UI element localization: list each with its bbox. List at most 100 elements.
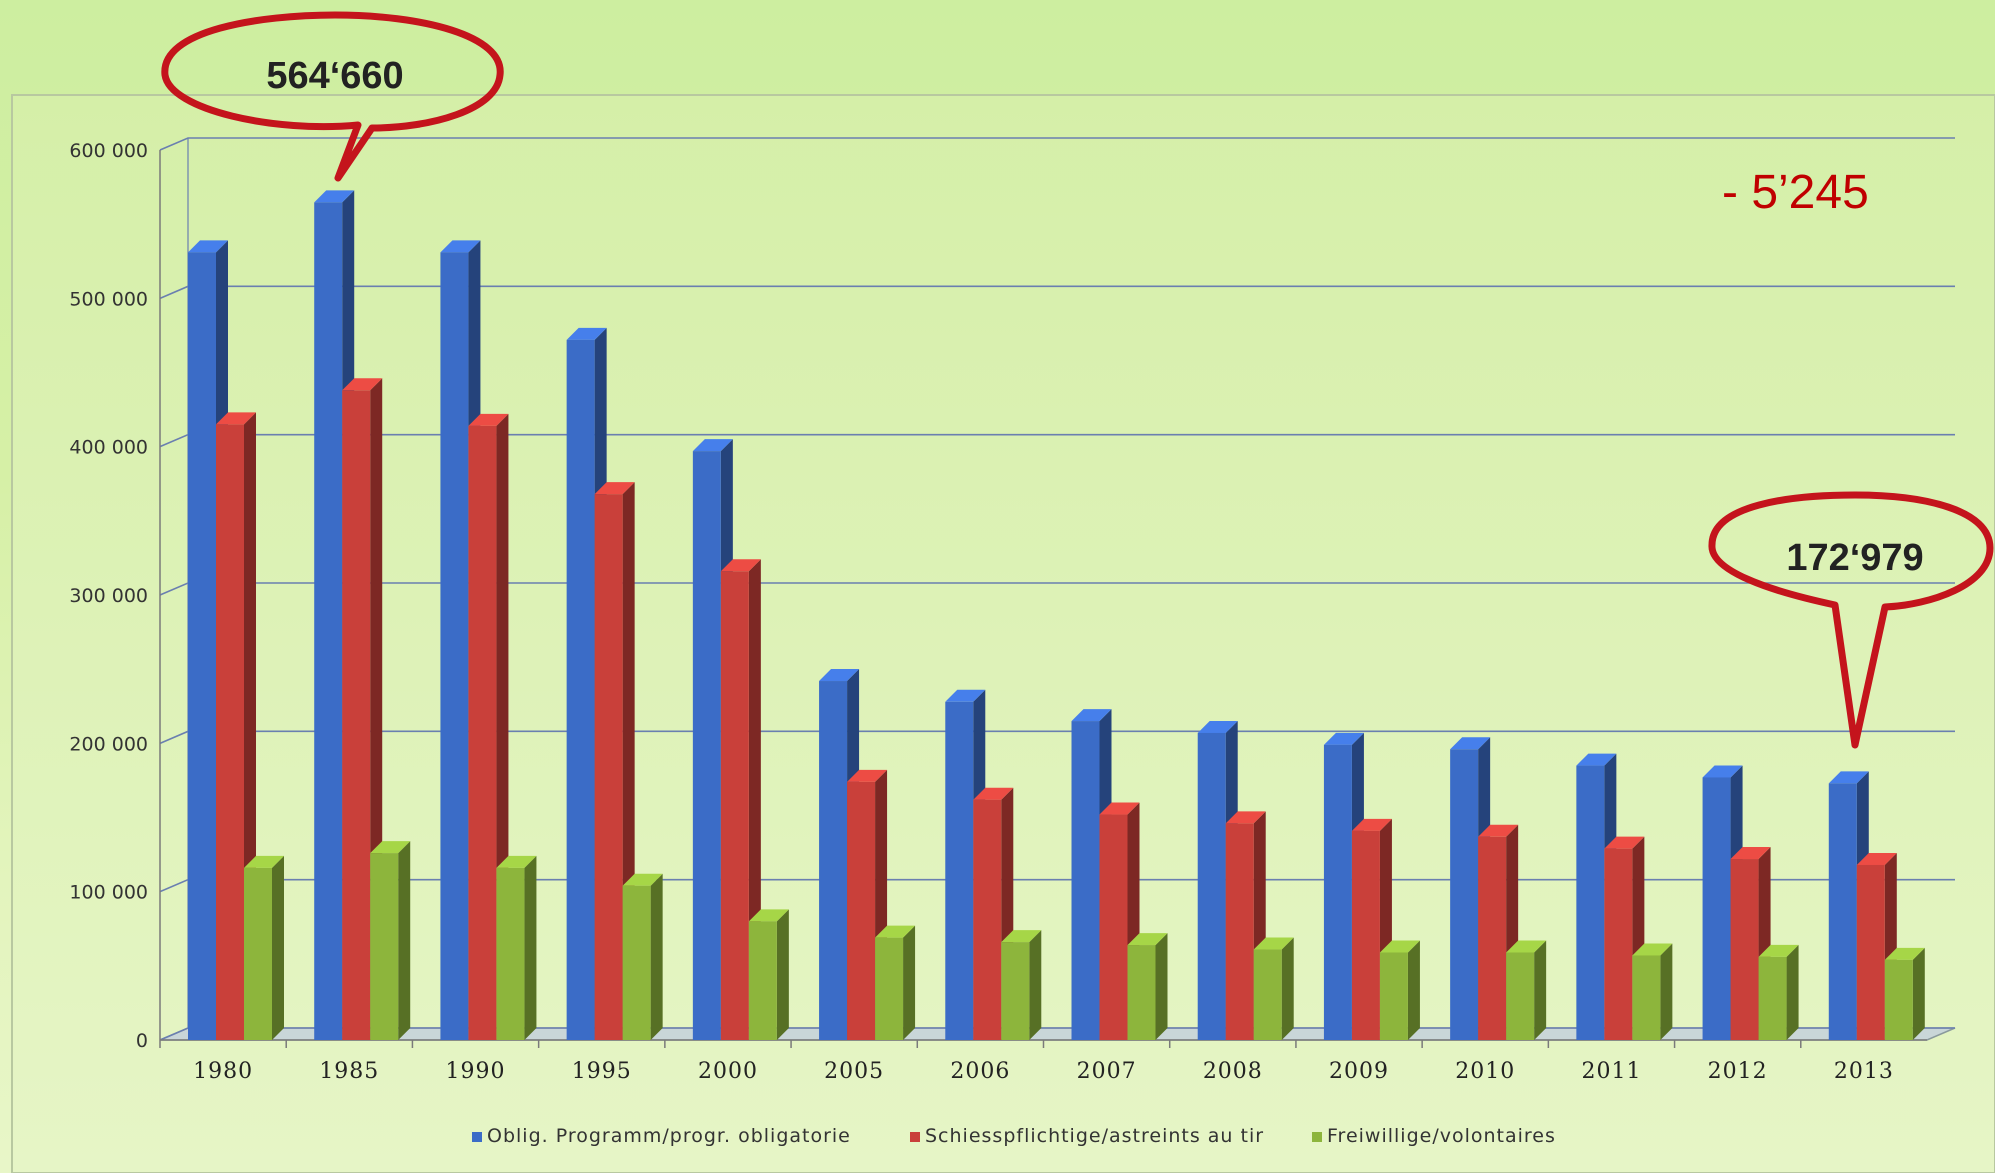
x-tick-label: 1995 (572, 1059, 632, 1084)
bar-side (1660, 943, 1673, 1040)
x-tick-label: 1985 (319, 1059, 379, 1084)
bar-top (496, 855, 537, 868)
bar-top (594, 482, 635, 495)
x-tick-label: 2011 (1581, 1059, 1641, 1084)
bar-side (1912, 947, 1925, 1040)
y-tick-label: 500 000 (69, 288, 148, 310)
x-tick-label: 2000 (698, 1059, 758, 1084)
peak-callout: 564‘660 (161, 11, 504, 182)
bar-top (875, 925, 916, 938)
bar-side (398, 841, 411, 1040)
bar-side (776, 909, 789, 1040)
bar-top (1253, 937, 1294, 950)
x-tick-label: 1990 (446, 1059, 506, 1084)
y-tick-label: 0 (136, 1030, 148, 1052)
bar (748, 921, 777, 1040)
bar (692, 451, 721, 1040)
bar (1099, 814, 1128, 1040)
bar (216, 424, 244, 1041)
bar-top (1730, 847, 1771, 860)
peak-callout-bubble (161, 11, 504, 182)
bar-top (468, 413, 509, 426)
bar (188, 252, 216, 1041)
bar-side (1029, 930, 1042, 1040)
bar-top (945, 689, 986, 702)
x-tick-label: 2009 (1329, 1059, 1389, 1084)
bar-top (1884, 947, 1925, 960)
bar-top (566, 327, 607, 340)
x-tick-label: 1980 (193, 1059, 253, 1084)
bar-top (1379, 940, 1420, 953)
bar (1632, 955, 1661, 1040)
bar-side (1155, 933, 1168, 1040)
x-tick-label: 2010 (1455, 1059, 1515, 1084)
bar-side (1534, 940, 1547, 1040)
bar-top (1323, 732, 1364, 745)
bar-top (1478, 824, 1519, 837)
bar (594, 494, 623, 1041)
bar (875, 937, 904, 1040)
bar-top (1576, 753, 1617, 766)
bar (720, 571, 749, 1040)
bar (1323, 744, 1352, 1040)
bar-side (903, 925, 916, 1040)
bar-top (692, 439, 733, 452)
bar (370, 853, 399, 1040)
legend-swatch (472, 1132, 482, 1142)
bar-side (1407, 940, 1420, 1040)
bar-top (1758, 944, 1799, 957)
bar-top (1071, 709, 1112, 722)
x-tick-label: 2005 (824, 1059, 884, 1084)
bar (244, 867, 272, 1040)
x-tick-label: 2007 (1077, 1059, 1137, 1084)
bar (1253, 949, 1282, 1040)
bar-top (440, 240, 481, 253)
bar (1225, 823, 1254, 1040)
bar (342, 390, 371, 1040)
bar (1197, 732, 1226, 1040)
bar-top (1828, 771, 1869, 784)
bar-top (1197, 720, 1238, 733)
legend-label: Oblig. Programm/progr. obligatorie (487, 1125, 851, 1147)
bar-top (720, 559, 761, 572)
bar-top (314, 190, 355, 203)
bar (566, 339, 595, 1040)
latest-callout-bubble (1708, 491, 1994, 749)
bar (1351, 830, 1380, 1040)
bar-top (1604, 836, 1645, 849)
legend-swatch (1312, 1132, 1322, 1142)
bar (1758, 956, 1787, 1040)
bar-top (1001, 930, 1042, 943)
bar-top (1506, 940, 1547, 953)
bar-top (370, 841, 411, 854)
bar (1604, 848, 1633, 1040)
bar-top (1351, 818, 1392, 831)
bar-top (188, 240, 228, 253)
bar (819, 681, 848, 1040)
legend-label: Freiwillige/volontaires (1327, 1125, 1556, 1147)
bar-top (1450, 737, 1491, 750)
legend-swatch (910, 1132, 920, 1142)
bar (1127, 945, 1156, 1040)
bar (1506, 952, 1535, 1040)
bar-top (244, 855, 284, 868)
bar-top (1127, 933, 1168, 946)
bar (1071, 721, 1100, 1040)
bar-top (216, 412, 256, 425)
bar-top (342, 378, 383, 391)
bar-top (1099, 802, 1140, 815)
y-tick-label: 300 000 (69, 585, 148, 607)
bar (1001, 942, 1030, 1040)
x-tick-label: 2012 (1708, 1059, 1768, 1084)
bar (1450, 749, 1479, 1040)
y-tick-label: 400 000 (69, 437, 148, 459)
bar-side (272, 855, 284, 1040)
delta-annotation: - 5’245 (1722, 166, 1869, 219)
y-tick-label: 600 000 (69, 140, 148, 162)
bar-top (1856, 852, 1897, 865)
bar (1702, 777, 1731, 1040)
bar (496, 867, 525, 1040)
bar (847, 781, 876, 1040)
bar-side (1281, 937, 1294, 1040)
